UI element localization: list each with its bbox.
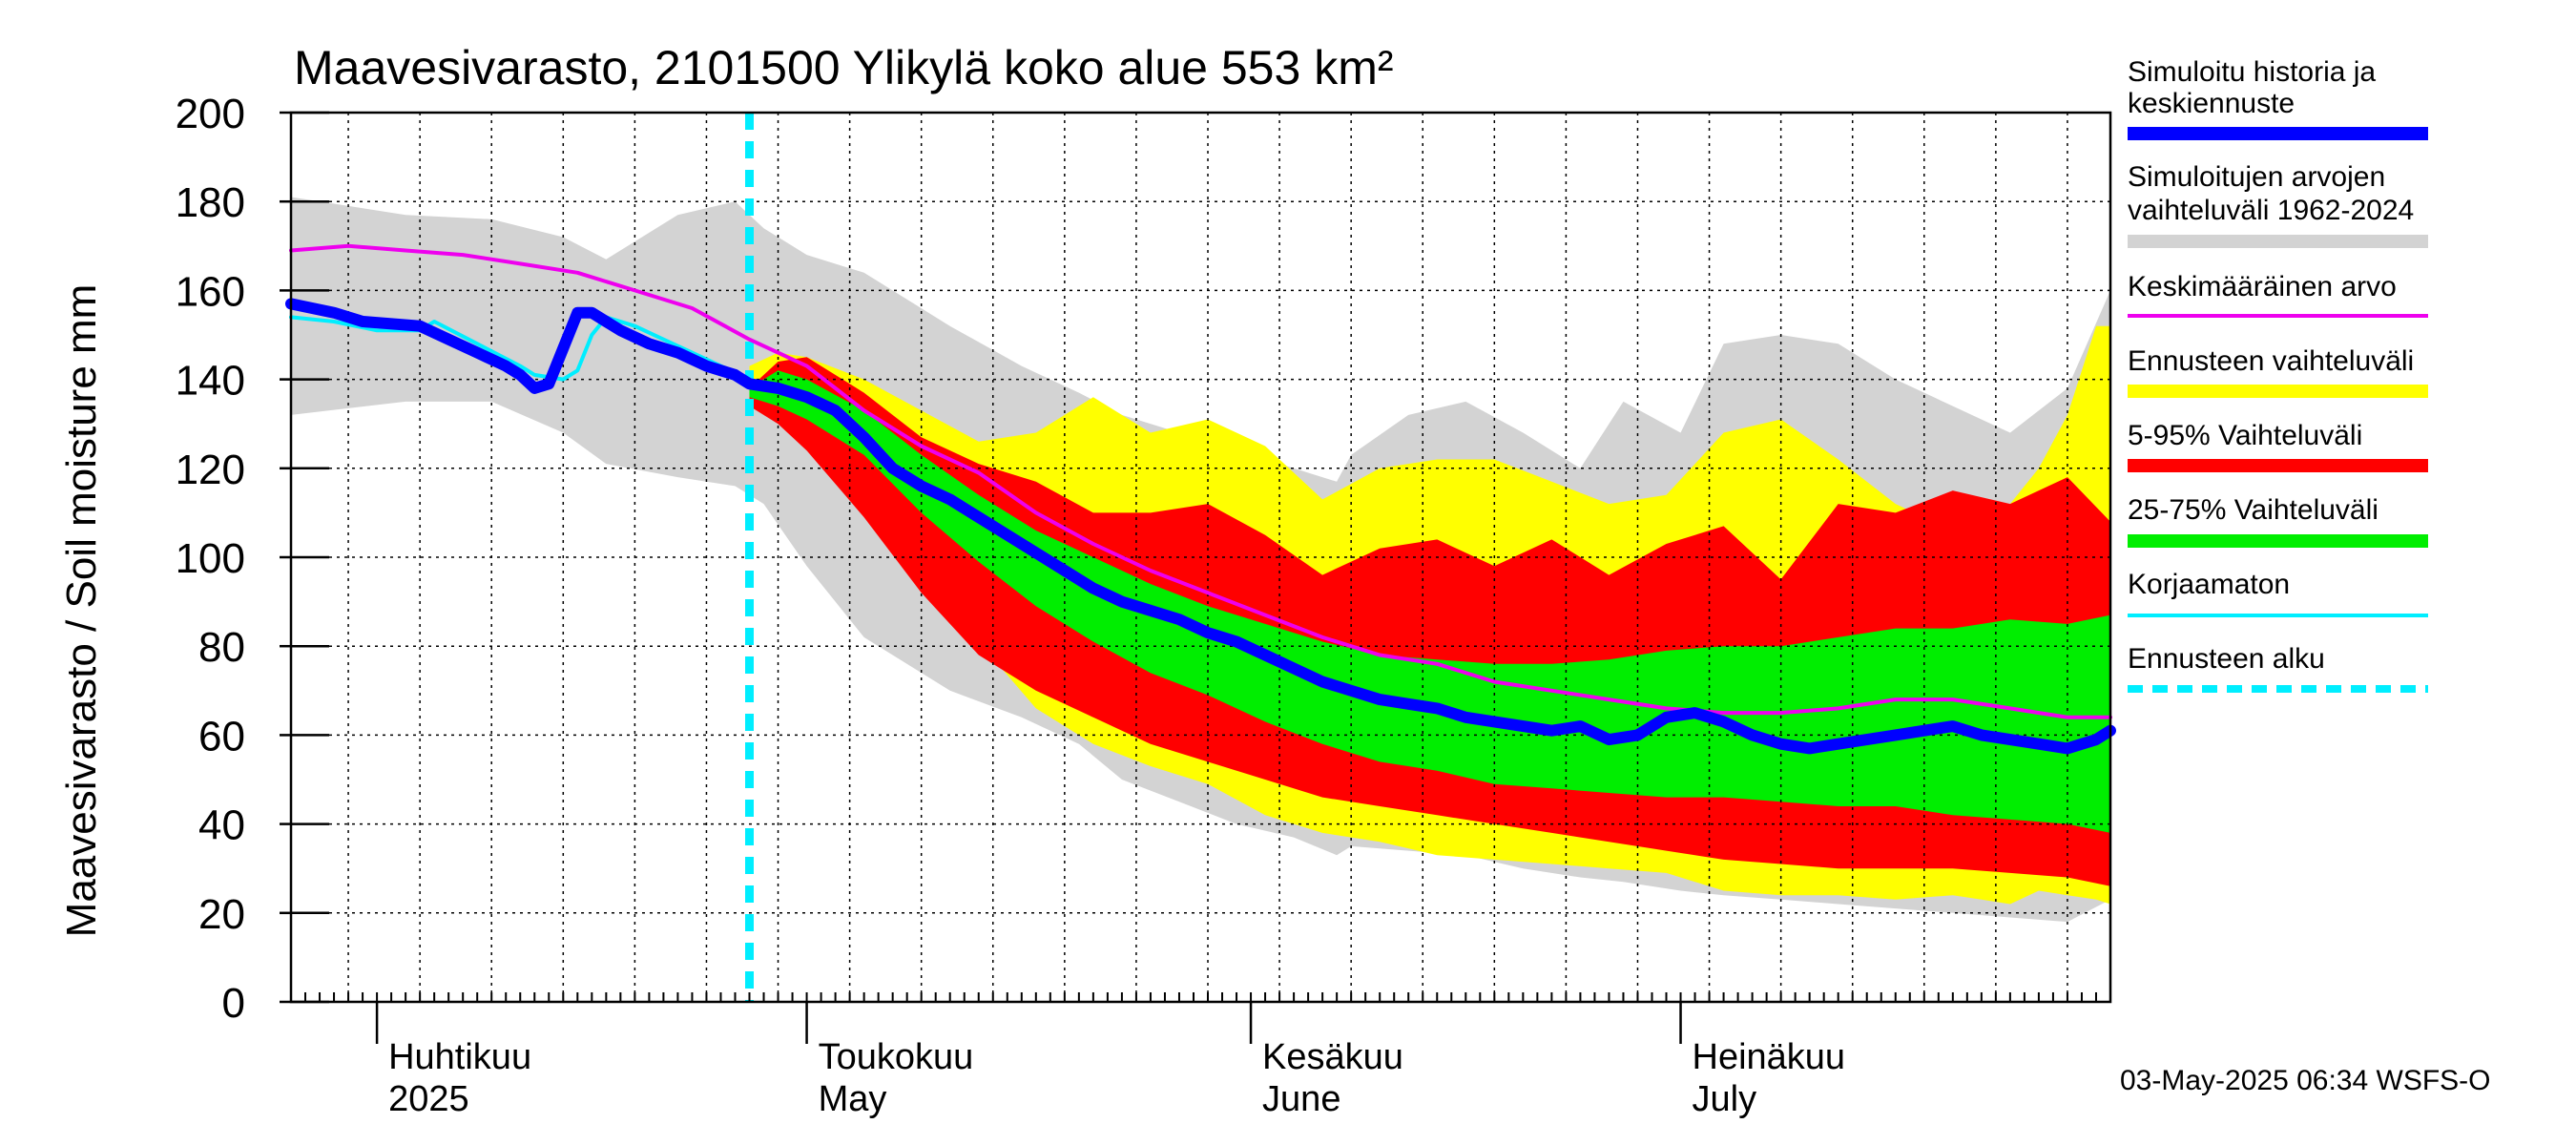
legend-label-median-1: Simuloitu historia ja bbox=[2128, 56, 2376, 88]
y-tick-label: 140 bbox=[176, 358, 245, 405]
y-tick-label: 40 bbox=[198, 802, 245, 849]
band-layer bbox=[291, 197, 2110, 923]
x-month-sublabel: June bbox=[1262, 1079, 1340, 1119]
series-line-simuloitu-historia-ja-keskiennuste bbox=[285, 298, 2116, 755]
y-tick-label: 20 bbox=[198, 891, 245, 938]
x-month-label: Huhtikuu bbox=[388, 1037, 531, 1077]
timestamp-footer: 03-May-2025 06:34 WSFS-O bbox=[2120, 1065, 2491, 1096]
line-layer bbox=[285, 113, 2116, 1002]
y-tick-label: 160 bbox=[176, 268, 245, 315]
legend-label-uncorrected: Korjaamaton bbox=[2128, 569, 2290, 600]
y-tick-label: 80 bbox=[198, 624, 245, 671]
x-month-label: Toukokuu bbox=[819, 1037, 974, 1077]
legend-label-p5-95: 5-95% Vaihteluväli bbox=[2128, 420, 2362, 451]
y-tick-label: 60 bbox=[198, 713, 245, 760]
legend-label-p25-75: 25-75% Vaihteluväli bbox=[2128, 494, 2379, 526]
legend-label-mean: Keskimääräinen arvo bbox=[2128, 271, 2397, 302]
legend-label-forecast-range: Ennusteen vaihteluväli bbox=[2128, 345, 2414, 377]
grid-layer bbox=[291, 113, 2110, 1002]
x-month-sublabel: May bbox=[819, 1079, 887, 1119]
legend-label-history-1: Simuloitujen arvojen bbox=[2128, 161, 2385, 193]
chart-title: Maavesivarasto, 2101500 Ylikylä koko alu… bbox=[294, 41, 1394, 94]
legend: Simuloitu historia ja keskiennuste Simul… bbox=[2128, 56, 2428, 693]
x-month-label: Kesäkuu bbox=[1262, 1037, 1403, 1077]
x-month-sublabel: July bbox=[1693, 1079, 1757, 1119]
band-25-75-vaihteluv-li bbox=[749, 370, 2110, 833]
x-month-label: Heinäkuu bbox=[1693, 1037, 1846, 1077]
y-tick-label: 100 bbox=[176, 535, 245, 582]
legend-label-median-2: keskiennuste bbox=[2128, 88, 2295, 119]
series-line-keskim-r-inen-arvo bbox=[289, 243, 2112, 719]
y-axis-label: Maavesivarasto / Soil moisture mm bbox=[58, 284, 105, 938]
y-tick-label: 0 bbox=[222, 980, 245, 1027]
y-tick-label: 200 bbox=[176, 91, 245, 137]
y-tick-label: 180 bbox=[176, 179, 245, 226]
legend-label-history-2: vaihteluväli 1962-2024 bbox=[2128, 195, 2414, 226]
legend-label-forecast-start: Ennusteen alku bbox=[2128, 643, 2325, 675]
x-month-sublabel: 2025 bbox=[388, 1079, 469, 1119]
y-tick-label: 120 bbox=[176, 447, 245, 493]
